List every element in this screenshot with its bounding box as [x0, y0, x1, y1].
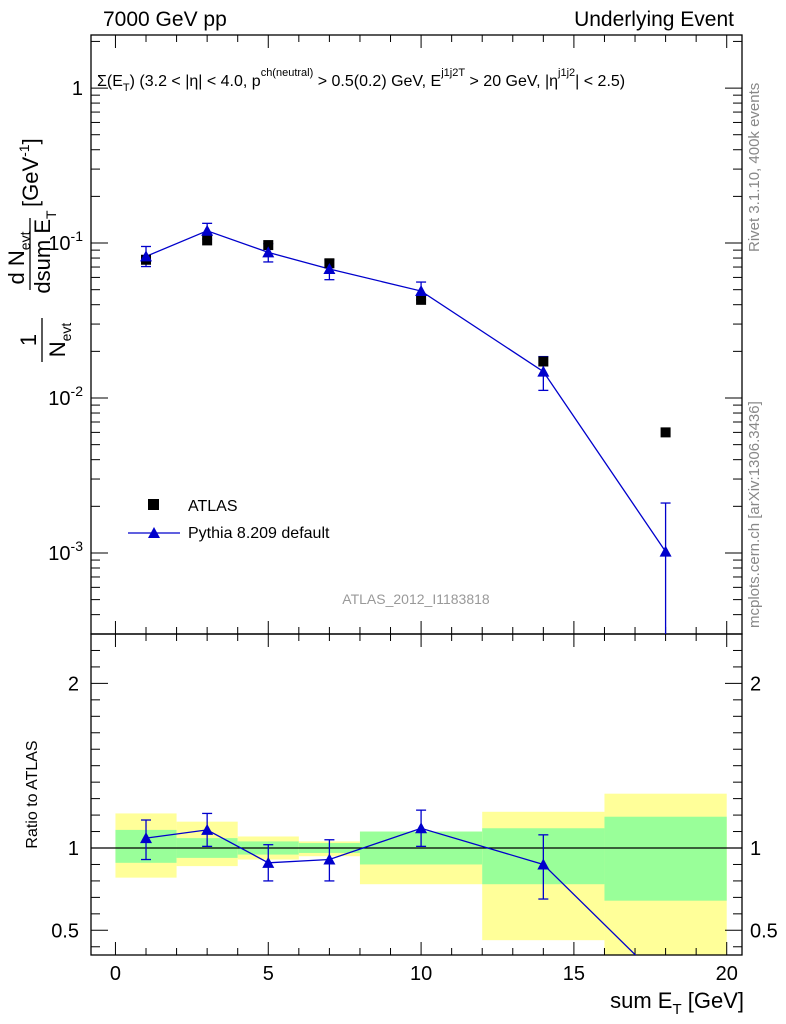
x-axis-label: sum ET [GeV]: [610, 988, 744, 1018]
data-point-atlas: [202, 235, 213, 246]
y-tick-label-right: 0.5: [750, 920, 778, 942]
header-right: Underlying Event: [574, 8, 734, 31]
y-tick-label: 10-1: [48, 228, 83, 255]
y-axis-label-unit: [GeV-1]: [16, 138, 43, 207]
ratio-point-pythia: [323, 853, 336, 865]
x-ticks: [114, 35, 728, 955]
data-point-atlas: [660, 427, 671, 438]
ratio-point-pythia: [201, 823, 214, 835]
ratio-point-pythia: [140, 832, 153, 844]
y-axis-label-numerator: d Nevt: [4, 231, 33, 284]
watermark: ATLAS_2012_I1183818: [342, 591, 490, 607]
y-tick-label: 2: [68, 673, 79, 695]
y-tick-label-right: 2: [750, 673, 761, 695]
y-tick-label: 0.5: [51, 920, 79, 942]
y-axis-label-denominator: Nevt: [45, 323, 74, 358]
data-point-atlas: [416, 294, 427, 305]
legend-marker-atlas: [148, 499, 159, 510]
ratio-series: [140, 809, 637, 955]
data-point-pythia: [262, 246, 275, 258]
y-axis-label-denominator: dsum ET: [30, 210, 59, 294]
data-point-pythia: [323, 262, 336, 274]
data-point-pythia: [201, 224, 214, 236]
data-point-atlas: [263, 240, 274, 251]
y-ticks-main: [91, 40, 742, 635]
legend-label-pythia: Pythia 8.209 default: [188, 525, 330, 542]
y-tick-label: 10-2: [48, 383, 83, 410]
chart-title: Σ(ET) (3.2 < |η| < 4.0, pch(neutral) > 0…: [97, 67, 625, 94]
data-point-pythia: [537, 365, 550, 377]
ratio-point-pythia: [262, 856, 275, 868]
data-point-pythia: [659, 545, 672, 557]
y-tick-label-right: 1: [750, 838, 761, 860]
x-tick-label: 15: [563, 963, 585, 985]
legend: ATLAS Pythia 8.209 default: [128, 498, 330, 542]
band-inner: [604, 816, 727, 901]
y-tick-label: 10-3: [48, 538, 83, 565]
x-tick-label: 0: [110, 963, 121, 985]
x-tick-label: 20: [716, 963, 738, 985]
legend-marker-pythia: [148, 527, 160, 538]
data-point-pythia: [140, 250, 153, 262]
y-tick-label: 1: [72, 78, 83, 100]
ratio-y-axis-label: Ratio to ATLAS: [24, 740, 41, 848]
data-point-pythia: [415, 285, 428, 297]
y-tick-label: 1: [68, 838, 79, 860]
ratio-point-pythia: [537, 858, 550, 870]
ratio-frame: [90, 633, 743, 956]
main-frame: [90, 34, 743, 635]
ratio-point-pythia: [415, 822, 428, 834]
x-tick-label: 5: [263, 963, 274, 985]
data-point-atlas: [538, 356, 549, 367]
y-axis-label-fraction-top: 1: [16, 334, 41, 346]
header-left: 7000 GeV pp: [103, 8, 227, 31]
y-ticks-ratio: [91, 649, 742, 948]
x-tick-label: 10: [410, 963, 432, 985]
legend-label-atlas: ATLAS: [188, 498, 238, 515]
